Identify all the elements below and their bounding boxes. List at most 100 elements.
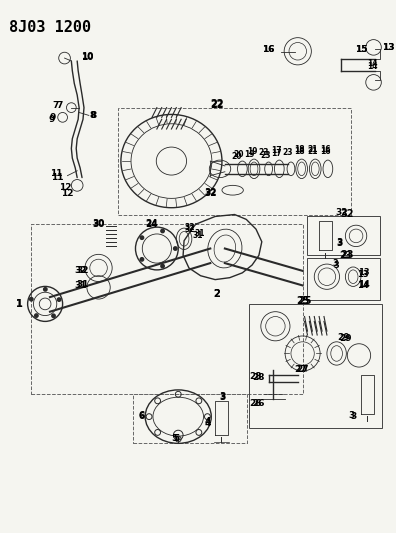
Text: 22: 22 [210, 99, 224, 109]
Circle shape [51, 313, 56, 318]
Text: 5: 5 [171, 434, 177, 443]
Text: 32: 32 [77, 266, 89, 276]
Text: 21: 21 [307, 145, 318, 154]
Text: 30: 30 [92, 220, 105, 229]
Text: 15: 15 [355, 45, 367, 54]
Text: 18: 18 [294, 145, 305, 154]
Text: 12: 12 [61, 189, 74, 198]
Text: 17: 17 [271, 149, 282, 158]
Text: 3: 3 [337, 238, 343, 247]
Text: 25: 25 [298, 296, 311, 306]
Text: 32: 32 [341, 208, 354, 219]
Text: 24: 24 [146, 220, 158, 229]
Bar [307, 216, 380, 255]
Text: 25: 25 [296, 296, 309, 306]
Text: 7: 7 [53, 101, 59, 110]
Circle shape [160, 264, 165, 269]
Circle shape [139, 235, 145, 240]
Text: 18: 18 [294, 147, 305, 156]
Text: 26: 26 [253, 400, 265, 408]
Circle shape [173, 246, 178, 251]
Text: 13: 13 [382, 43, 395, 52]
Text: 31: 31 [77, 280, 89, 289]
Text: 13: 13 [357, 270, 369, 279]
Text: 3: 3 [337, 239, 343, 248]
Bar [133, 394, 247, 443]
Circle shape [139, 257, 145, 262]
Text: 23: 23 [339, 251, 352, 260]
Text: 3: 3 [348, 411, 354, 420]
Text: 14: 14 [357, 281, 369, 290]
Text: 21: 21 [307, 147, 318, 156]
Text: 4: 4 [204, 419, 211, 428]
Text: 27: 27 [296, 366, 309, 375]
Text: 28: 28 [250, 372, 262, 381]
Text: 16: 16 [263, 45, 275, 54]
Text: 6: 6 [138, 411, 145, 420]
Text: 26: 26 [250, 399, 262, 408]
Text: 16: 16 [320, 147, 330, 156]
Circle shape [29, 297, 34, 302]
Text: 12: 12 [59, 183, 72, 192]
Text: 2: 2 [214, 289, 221, 299]
Text: 31: 31 [75, 281, 88, 290]
Text: 15: 15 [355, 45, 367, 54]
Text: 1: 1 [15, 299, 22, 309]
Text: 24: 24 [146, 219, 158, 228]
Text: 9: 9 [50, 113, 56, 122]
Text: 23: 23 [259, 148, 269, 157]
Text: 27: 27 [294, 366, 307, 375]
Circle shape [34, 313, 39, 318]
Text: 28: 28 [253, 373, 265, 382]
Text: 23: 23 [261, 151, 271, 160]
Text: 2: 2 [214, 289, 221, 299]
Text: 29: 29 [337, 334, 350, 342]
Text: 3: 3 [333, 259, 339, 268]
Text: 8: 8 [89, 111, 96, 120]
Text: 32: 32 [185, 223, 195, 232]
Bar [30, 224, 303, 394]
Text: 32: 32 [75, 266, 88, 276]
Text: 31: 31 [192, 231, 203, 240]
Text: 23: 23 [341, 251, 354, 260]
Text: 14: 14 [367, 62, 378, 71]
Text: 14: 14 [358, 280, 370, 289]
Text: 1: 1 [15, 299, 22, 309]
Text: 6: 6 [138, 412, 145, 421]
Text: 19: 19 [244, 150, 254, 159]
Text: 31: 31 [194, 229, 205, 238]
Text: 3: 3 [220, 392, 226, 401]
Text: 20: 20 [233, 150, 244, 159]
Text: 8J03 1200: 8J03 1200 [9, 20, 91, 35]
Bar [307, 259, 380, 300]
Text: 32: 32 [204, 188, 217, 197]
Text: 11: 11 [50, 169, 62, 178]
Text: 17: 17 [271, 146, 282, 155]
Circle shape [43, 287, 48, 292]
Text: 29: 29 [339, 334, 352, 343]
Bar [118, 108, 351, 214]
Text: 9: 9 [49, 115, 55, 124]
Text: 20: 20 [231, 152, 242, 161]
Text: 10: 10 [81, 53, 93, 62]
Circle shape [160, 229, 165, 233]
Text: 7: 7 [57, 101, 63, 110]
Text: 14: 14 [367, 59, 378, 68]
Text: 22: 22 [210, 100, 224, 110]
Text: 19: 19 [247, 147, 257, 156]
Text: 4: 4 [204, 417, 211, 426]
Text: 3: 3 [220, 393, 226, 402]
Text: 16: 16 [320, 145, 330, 154]
Circle shape [57, 297, 61, 302]
Text: 10: 10 [81, 52, 93, 61]
Text: 3: 3 [350, 412, 356, 421]
Text: 30: 30 [92, 219, 105, 228]
Bar [249, 304, 382, 429]
Text: 5: 5 [173, 433, 179, 442]
Text: 8: 8 [91, 111, 97, 120]
Text: 32: 32 [185, 224, 195, 233]
Text: 13: 13 [358, 268, 369, 277]
Text: 32: 32 [204, 189, 217, 198]
Text: 11: 11 [51, 173, 64, 182]
Text: 13: 13 [382, 43, 395, 52]
